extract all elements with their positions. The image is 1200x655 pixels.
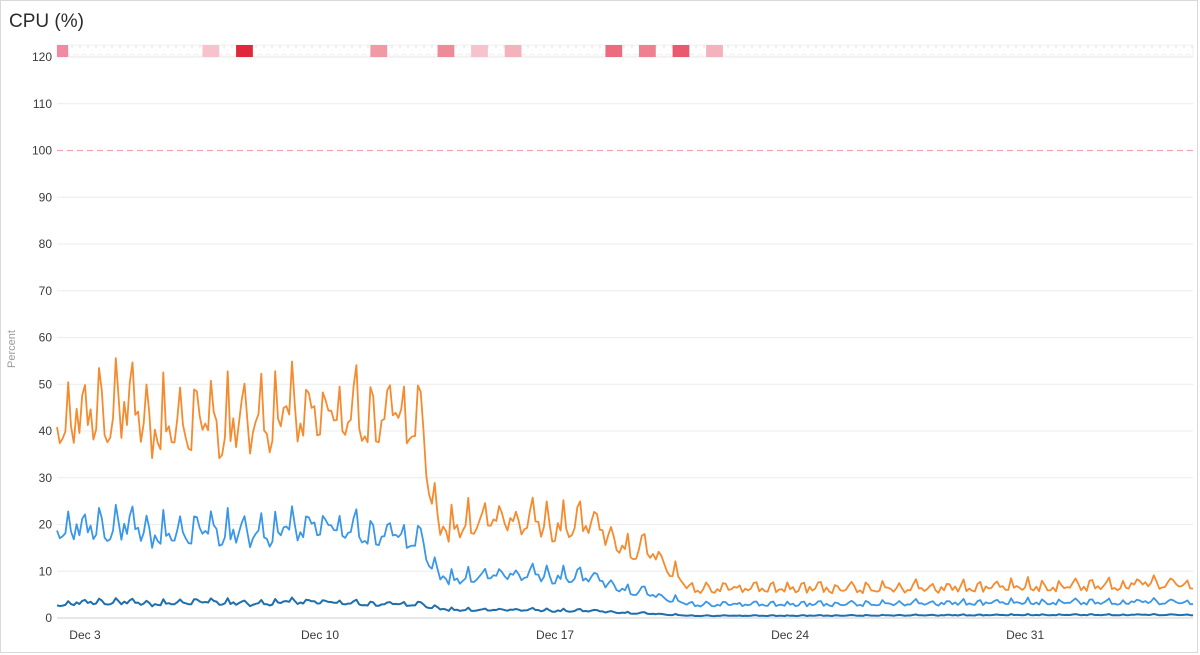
y-tick-label: 50 — [39, 377, 53, 391]
y-tick-label: 110 — [33, 97, 52, 111]
y-tick-label: 100 — [32, 144, 52, 158]
event-marker[interactable] — [672, 45, 690, 57]
y-tick-label: 0 — [45, 611, 52, 625]
x-tick-label: Dec 10 — [301, 628, 339, 642]
y-tick-label: 20 — [39, 518, 53, 532]
event-marker[interactable] — [504, 45, 522, 57]
y-tick-label: 90 — [39, 190, 53, 204]
event-marker[interactable] — [706, 45, 723, 57]
y-tick-label: 80 — [39, 237, 53, 251]
event-marker[interactable] — [471, 45, 488, 57]
series-line-avg[interactable] — [56, 503, 1193, 608]
chart-title: CPU (%) — [9, 11, 84, 32]
y-tick-label: 40 — [39, 424, 53, 438]
event-marker[interactable] — [437, 45, 455, 57]
axes: 0 10 20 30 40 50 60 70 80 90 100 110 120 Dec 3 Dec 10 D… — [6, 50, 1193, 642]
grid-lines — [57, 56, 1193, 572]
y-tick-label: 30 — [39, 471, 53, 485]
x-tick-label: Dec 31 — [1006, 628, 1044, 642]
y-tick-label: 10 — [39, 564, 53, 578]
event-marker[interactable] — [202, 45, 220, 57]
series-line-min[interactable] — [56, 596, 1193, 618]
series-lines — [56, 357, 1193, 618]
y-tick-label: 120 — [32, 50, 52, 64]
y-tick-label: 60 — [39, 331, 53, 345]
y-tick-label: 70 — [39, 284, 53, 298]
x-tick-label: Dec 3 — [69, 628, 101, 642]
event-marker[interactable] — [370, 45, 388, 57]
event-marker[interactable] — [236, 45, 253, 57]
series-line-max[interactable] — [56, 357, 1193, 595]
event-strip-background — [56, 44, 1194, 58]
x-tick-label: Dec 17 — [536, 628, 574, 642]
event-marker[interactable] — [605, 45, 623, 57]
x-tick-label: Dec 24 — [771, 628, 809, 642]
event-marker[interactable] — [638, 45, 656, 57]
y-axis-label: Percent — [6, 330, 18, 368]
event-marker[interactable] — [57, 45, 69, 57]
event-marker-strip[interactable] — [56, 44, 1194, 58]
